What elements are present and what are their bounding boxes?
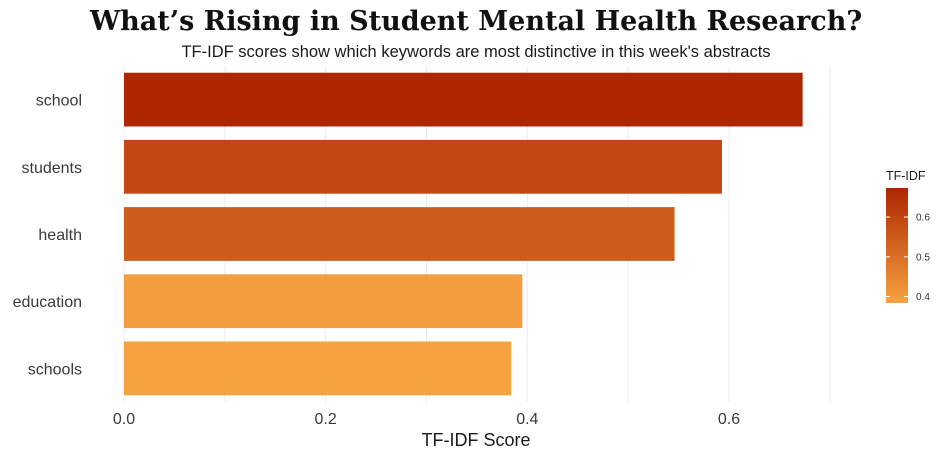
x-axis-tick-labels: 0.0 0.2 0.4 0.6 bbox=[113, 411, 740, 428]
y-tick-label: health bbox=[38, 227, 82, 244]
legend-tick-label: 0.5 bbox=[916, 252, 930, 263]
legend-tick-label: 0.4 bbox=[916, 292, 930, 303]
y-tick-label: students bbox=[22, 160, 82, 177]
chart-subtitle: TF-IDF scores show which keywords are mo… bbox=[181, 43, 770, 61]
y-axis-tick-labels: school students health education schools bbox=[13, 93, 82, 379]
x-tick-label: 0.4 bbox=[516, 411, 538, 428]
bars bbox=[124, 72, 803, 396]
chart-title: What’s Rising in Student Mental Health R… bbox=[89, 6, 862, 37]
y-tick-label: education bbox=[13, 294, 82, 311]
x-axis-label: TF-IDF Score bbox=[421, 430, 530, 450]
bar-schools bbox=[124, 341, 512, 396]
bar-students bbox=[124, 139, 722, 194]
bar-education bbox=[124, 274, 523, 329]
bar-health bbox=[124, 207, 675, 261]
color-legend: TF-IDF 0.4 0.5 0.6 bbox=[886, 169, 930, 303]
x-tick-label: 0.0 bbox=[113, 411, 135, 428]
legend-color-bar bbox=[886, 188, 908, 303]
x-tick-label: 0.2 bbox=[315, 411, 337, 428]
legend-title: TF-IDF bbox=[886, 169, 926, 183]
bar-school bbox=[124, 72, 803, 127]
x-tick-label: 0.6 bbox=[718, 411, 740, 428]
y-tick-label: schools bbox=[28, 361, 82, 378]
y-tick-label: school bbox=[36, 93, 82, 110]
legend-tick-label: 0.6 bbox=[916, 213, 930, 224]
legend-ticks: 0.4 0.5 0.6 bbox=[886, 213, 930, 303]
